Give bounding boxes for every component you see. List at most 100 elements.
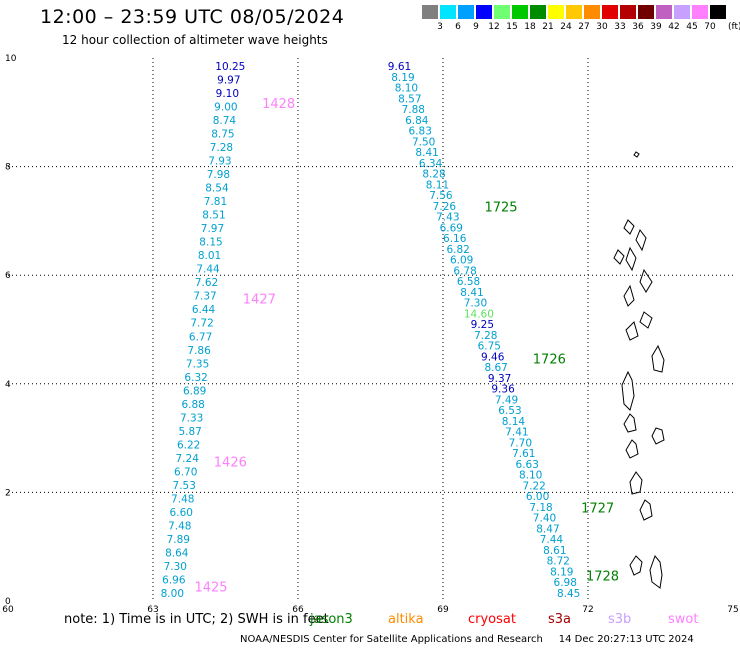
wave-height-label: 8.57 (398, 93, 421, 105)
scale-label: 3 (437, 22, 443, 32)
wave-height-label: 8.28 (422, 169, 445, 181)
wave-height-label: 7.44 (540, 534, 564, 546)
wave-height-label: 9.00 (214, 102, 237, 114)
wave-height-label: 8.10 (395, 83, 418, 95)
credit-line: NOAA/NESDIS Center for Satellite Applica… (240, 634, 694, 645)
lon-tick-label: 66 (292, 605, 304, 615)
wave-height-label: 6.32 (184, 372, 207, 384)
wave-height-label: 8.41 (415, 147, 438, 159)
lon-tick-label: 75 (727, 605, 738, 615)
wave-height-label: 8.64 (165, 547, 189, 559)
wave-height-label: 7.56 (429, 190, 453, 202)
satellite-jason3: jason3 (310, 612, 353, 627)
pass-time-label: 1425 (194, 580, 227, 595)
island-outline (639, 499, 653, 521)
wave-height-label: 6.16 (443, 233, 467, 245)
wave-height-label: 6.09 (450, 255, 473, 267)
scale-swatch (422, 5, 438, 19)
scale-swatch (566, 5, 582, 19)
wave-height-label: 7.49 (495, 394, 518, 406)
satellite-s3a: s3a (548, 612, 572, 627)
pass-time-label: 1427 (243, 293, 276, 308)
satellite-cryosat: cryosat (468, 612, 516, 627)
lat-tick-label: 10 (5, 54, 17, 64)
wave-height-label: 7.97 (201, 223, 224, 235)
wave-height-label: 6.88 (181, 399, 204, 411)
wave-height-label: 6.58 (457, 276, 480, 288)
wave-height-label: 7.50 (412, 136, 435, 148)
wave-height-label: 6.69 (440, 222, 463, 234)
island-outline (625, 246, 637, 272)
pass-time-label: 1727 (581, 502, 614, 517)
wave-height-label: 7.93 (208, 156, 231, 168)
wave-height-label: 14.60 (464, 308, 494, 320)
wave-height-label: 7.44 (196, 264, 220, 276)
credit-text: NOAA/NESDIS Center for Satellite Applica… (240, 634, 543, 645)
satellite-swot: swot (668, 612, 699, 627)
wave-height-label: 7.24 (176, 453, 200, 465)
note-text: note: 1) Time is in UTC; 2) SWH is in fe… (64, 612, 329, 627)
pass-time-label: 1728 (586, 570, 619, 585)
scale-swatch (602, 5, 618, 19)
scale-label: 18 (524, 22, 536, 32)
pass-time-label: 1726 (533, 352, 566, 367)
wave-height-label: 8.75 (211, 129, 234, 141)
lon-tick-label: 63 (147, 605, 158, 615)
scale-label: 45 (686, 22, 698, 32)
wave-height-label: 7.48 (168, 520, 191, 532)
satellite-altika: altika (388, 612, 424, 627)
wave-height-label: 8.45 (557, 588, 580, 600)
map-title: 12:00 – 23:59 UTC 08/05/2024 (40, 6, 345, 28)
island-outline (623, 413, 637, 433)
island-outline (649, 555, 663, 589)
wave-height-label: 6.78 (453, 265, 476, 277)
scale-label: 30 (596, 22, 608, 32)
scale-label: 39 (650, 22, 662, 32)
wave-height-label: 7.81 (204, 196, 227, 208)
map-subtitle: 12 hour collection of altimeter wave hei… (62, 33, 328, 47)
wave-height-label: 9.37 (488, 373, 511, 385)
island-outline (613, 249, 625, 265)
wave-height-label: 7.89 (167, 534, 190, 546)
scale-label: 6 (455, 22, 461, 32)
scale-swatch (440, 5, 456, 19)
scale-swatch (476, 5, 492, 19)
island-outline (623, 284, 635, 307)
wave-height-label: 6.34 (419, 158, 443, 170)
wave-height-label: 7.70 (509, 437, 532, 449)
wave-height-label: 7.53 (173, 480, 196, 492)
island-outline (629, 555, 643, 576)
island-outline (625, 321, 639, 341)
lat-tick-label: 8 (5, 163, 11, 173)
island-outline (623, 219, 635, 235)
lon-tick-label: 69 (437, 605, 449, 615)
wave-height-label: 7.40 (533, 513, 556, 525)
island-outline (639, 311, 653, 329)
scale-swatch (620, 5, 636, 19)
wave-height-label: 9.97 (217, 75, 240, 87)
wave-height-label: 6.83 (409, 126, 432, 138)
wave-height-label: 8.10 (519, 470, 542, 482)
wave-height-label: 7.98 (207, 169, 230, 181)
wave-height-label: 8.15 (199, 237, 222, 249)
island-outline (635, 228, 647, 252)
wave-height-label: 7.61 (512, 448, 535, 460)
wave-height-label: 7.41 (505, 427, 528, 439)
wave-height-label: 8.51 (202, 210, 225, 222)
scale-label: 21 (542, 22, 554, 32)
island-outline (651, 427, 665, 445)
wave-height-label: 9.25 (471, 319, 494, 331)
wave-height-label: 8.19 (391, 72, 414, 84)
wave-height-label: 7.48 (171, 493, 194, 505)
wave-height-label: 7.26 (433, 201, 457, 213)
lon-tick-label: 72 (582, 605, 593, 615)
wave-height-label: 9.36 (491, 384, 515, 396)
wave-height-label: 8.67 (484, 362, 507, 374)
wave-height-label: 8.47 (536, 523, 559, 535)
wave-height-label: 6.98 (554, 577, 577, 589)
scale-label: 42 (668, 22, 680, 32)
wave-height-label: 8.19 (550, 566, 573, 578)
wave-height-label: 7.37 (193, 291, 216, 303)
wave-height-label: 8.61 (543, 545, 566, 557)
scale-label: 27 (578, 22, 590, 32)
